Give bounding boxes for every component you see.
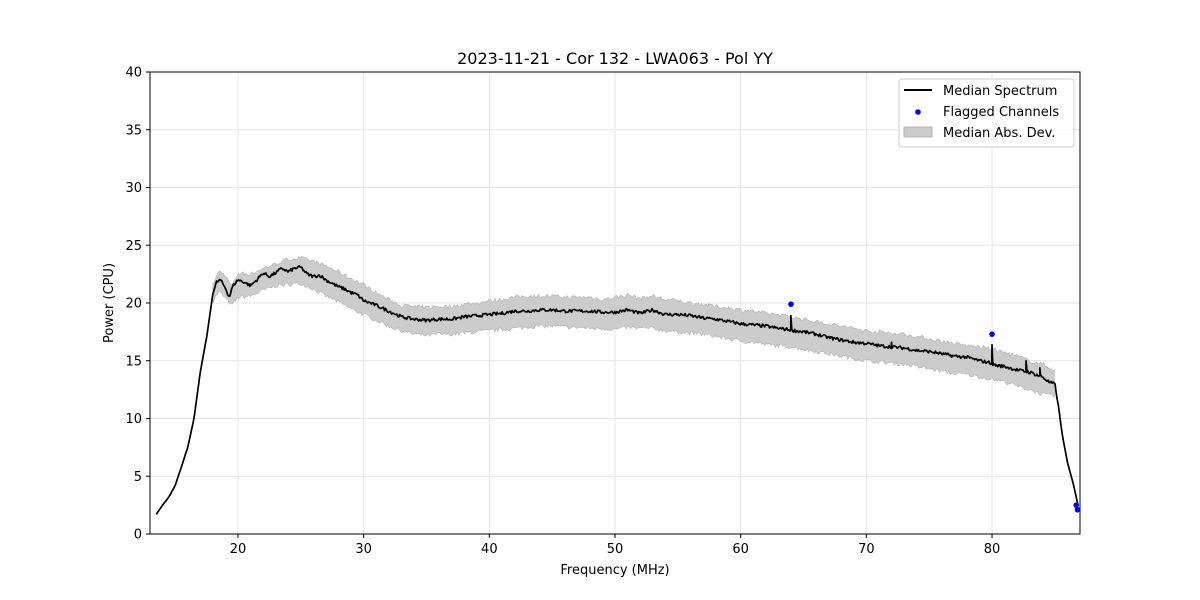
y-tick-label: 15: [125, 354, 142, 369]
x-axis-ticks: 20 30 40 50 60 70 80: [230, 534, 1001, 557]
legend-label-median-spectrum: Median Spectrum: [943, 84, 1057, 99]
legend-label-flagged-channels: Flagged Channels: [943, 105, 1059, 120]
y-tick-label: 25: [125, 239, 142, 254]
x-tick-label: 60: [732, 542, 749, 557]
flagged-channel-point: [989, 331, 995, 337]
mad-band: [212, 256, 1055, 399]
y-axis-label: Power (CPU): [102, 263, 117, 343]
x-tick-label: 30: [355, 542, 372, 557]
legend-marker-swatch: [915, 109, 921, 115]
y-tick-label: 30: [125, 181, 142, 196]
y-tick-label: 5: [134, 470, 142, 485]
y-tick-label: 10: [125, 412, 142, 427]
median-spectrum-line: [155, 265, 1080, 515]
x-tick-label: 80: [984, 542, 1001, 557]
flagged-channel-point: [788, 301, 794, 307]
x-axis-label: Frequency (MHz): [560, 563, 669, 578]
x-tick-label: 70: [858, 542, 875, 557]
median-line-layer: [155, 265, 1080, 515]
legend-label-mad: Median Abs. Dev.: [943, 126, 1055, 141]
chart-title: 2023-11-21 - Cor 132 - LWA063 - Pol YY: [457, 49, 773, 68]
y-tick-label: 40: [125, 66, 142, 81]
x-tick-label: 20: [230, 542, 247, 557]
legend: Median Spectrum Flagged Channels Median …: [898, 78, 1075, 148]
y-tick-label: 35: [125, 123, 142, 138]
mad-band-layer: [212, 256, 1055, 399]
flagged-markers-layer: [788, 301, 1081, 513]
legend-band-swatch: [903, 126, 933, 138]
y-axis-ticks: 0 5 10 15 20 25 30 35 40: [125, 66, 150, 543]
x-tick-label: 40: [481, 542, 498, 557]
y-tick-label: 20: [125, 297, 142, 312]
flagged-channel-point: [1073, 502, 1080, 508]
x-tick-label: 50: [607, 542, 624, 557]
y-tick-label: 0: [134, 528, 142, 543]
legend-box: [898, 78, 1075, 148]
flagged-channel-point: [1074, 506, 1081, 513]
